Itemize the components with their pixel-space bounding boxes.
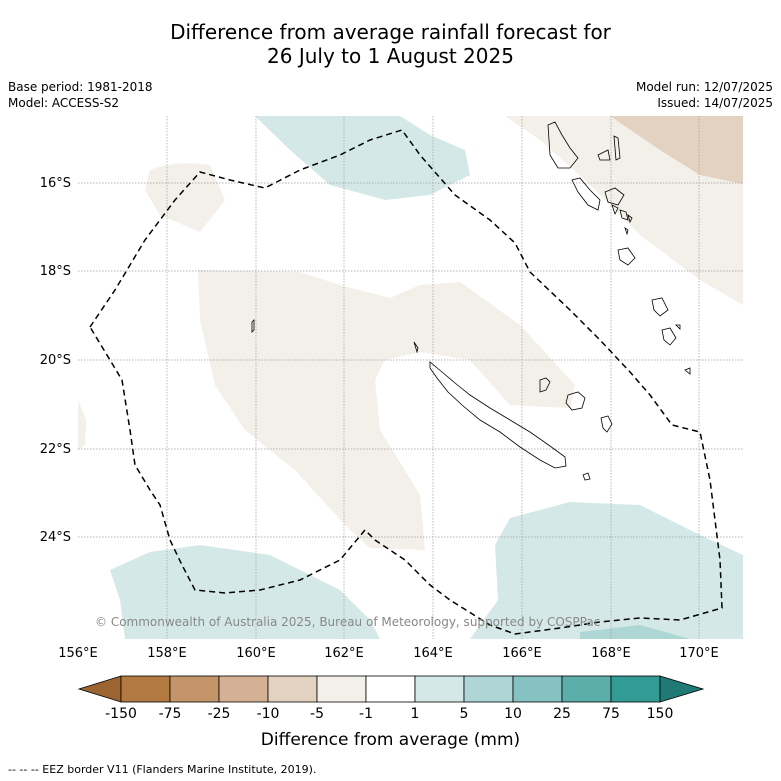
eez-border: [89, 129, 723, 635]
lat-label-18s: 18°S: [39, 264, 71, 279]
colorbar-tick-label: -150: [105, 706, 137, 722]
wet-region-southeast-small: [580, 625, 690, 639]
eez-footnote: -- -- -- EEZ border V11 (Flanders Marine…: [8, 763, 317, 776]
island-mare: [600, 415, 613, 433]
lon-label-164e: 164°E: [413, 646, 453, 661]
colorbar-swatch: [561, 675, 612, 703]
colorbar-tick-label: -10: [256, 706, 280, 722]
island-lifou: [565, 391, 586, 411]
island-ouvea: [539, 377, 551, 393]
model-run: Model run: 12/07/2025: [635, 80, 773, 94]
colorbar-tick-label: -25: [207, 706, 231, 722]
island-isle-of-pines: [582, 472, 591, 481]
lon-label-170e: 170°E: [679, 646, 719, 661]
islet-west-1: [251, 319, 255, 333]
colorbar-arrow-low: [77, 675, 122, 703]
colorbar-arrow-high: [659, 675, 705, 703]
lon-label-158e: 158°E: [147, 646, 187, 661]
colorbar-tick-label: 25: [553, 706, 571, 722]
lon-label-156e: 156°E: [58, 646, 98, 661]
colorbar-swatch: [414, 675, 465, 703]
colorbar: [77, 675, 705, 703]
colorbar-tick-label: 150: [646, 706, 674, 722]
colorbar-tick-label: -75: [158, 706, 182, 722]
copyright-notice: © Commonwealth of Australia 2025, Bureau…: [95, 615, 600, 629]
colorbar-tick-label: 75: [602, 706, 620, 722]
lon-label-166e: 166°E: [502, 646, 542, 661]
colorbar-tick-label: -5: [310, 706, 324, 722]
colorbar-swatch: [218, 675, 269, 703]
colorbar-swatch: [512, 675, 563, 703]
island-belep: [413, 341, 419, 354]
lat-label-16s: 16°S: [39, 176, 71, 191]
colorbar-tick-label: 1: [410, 706, 420, 722]
colorbar-tick-label: 5: [459, 706, 469, 722]
colorbar-swatch: [169, 675, 220, 703]
base-period: Base period: 1981-2018: [8, 80, 153, 94]
lat-label-20s: 20°S: [39, 353, 71, 368]
lat-label-22s: 22°S: [39, 442, 71, 457]
dry-region-northeast-mid: [610, 116, 743, 184]
colorbar-swatch: [267, 675, 318, 703]
wet-region-north: [255, 116, 470, 200]
lon-label-168e: 168°E: [591, 646, 631, 661]
lon-label-160e: 160°E: [236, 646, 276, 661]
lon-label-162e: 162°E: [324, 646, 364, 661]
title-line-1: Difference from average rainfall forecas…: [170, 20, 611, 44]
colorbar-swatch: [120, 675, 171, 703]
colorbar-swatch: [316, 675, 367, 703]
colorbar-tick-label: -1: [359, 706, 373, 722]
wet-region-southeast: [470, 502, 743, 639]
colorbar-tick-label: 10: [504, 706, 522, 722]
new-caledonia-mainland: [429, 361, 567, 469]
colorbar-title: Difference from average (mm): [260, 730, 521, 750]
lat-label-24s: 24°S: [39, 530, 71, 545]
title-line-2: 26 July to 1 August 2025: [267, 44, 514, 68]
dry-region-west-edge: [78, 400, 86, 450]
issued-date: Issued: 14/07/2025: [657, 96, 773, 110]
colorbar-swatch: [365, 675, 416, 703]
vanuatu-islands: [547, 121, 691, 375]
colorbar-swatch: [463, 675, 514, 703]
dry-region-central: [198, 270, 575, 550]
model-name: Model: ACCESS-S2: [8, 96, 120, 110]
dry-region-northwest: [145, 163, 225, 232]
colorbar-swatch: [610, 675, 661, 703]
